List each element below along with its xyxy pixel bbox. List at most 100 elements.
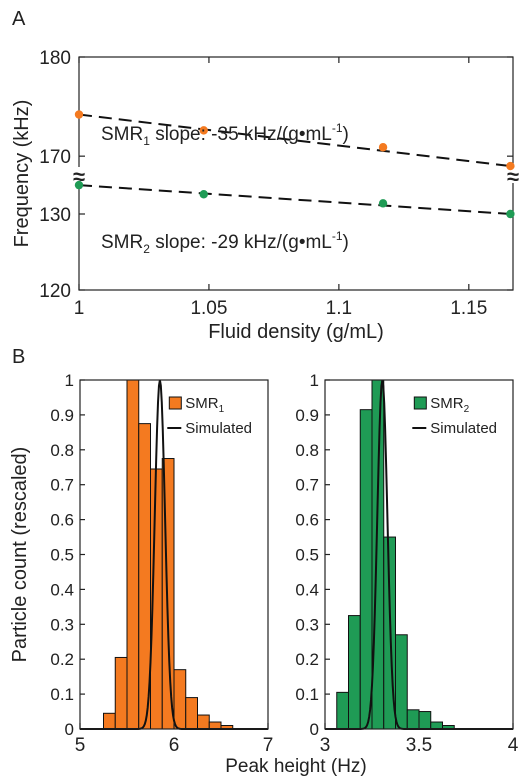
ytick-label-smr1-10: 1: [65, 371, 74, 390]
xtick-label-smr2-1: 3.5: [406, 735, 432, 756]
ytick-label-smr2-8: 0.8: [295, 441, 319, 460]
annotation-smr-smr2: SMR: [101, 232, 143, 253]
panel-a-xtick-label-2: 1.1: [326, 298, 352, 319]
legend-main-smr1-0: SMR: [185, 395, 219, 412]
xtick-label-smr1-2: 7: [263, 735, 274, 756]
panel-a-xlabel: Fluid density (g/mL): [208, 321, 384, 343]
bar-smr2-5: [395, 634, 408, 730]
ytick-label-smr1-0: 0: [65, 720, 74, 739]
legend-main-smr2-1: Simulated: [430, 420, 497, 437]
bar-smr1-2: [126, 379, 140, 730]
panel-a-xtick-label-1: 1.05: [190, 298, 227, 319]
annotation-sup-smr1: -1: [332, 121, 343, 135]
annotation-rest-smr2: slope: -29 kHz/(g•mL: [150, 232, 332, 253]
panel-a-axes: [72, 56, 520, 291]
panel-b-xlabel: Peak height (Hz): [225, 756, 367, 777]
xtick-label-smr2-2: 4: [508, 735, 519, 756]
bar-smr1-7: [185, 697, 198, 730]
axis-break-mark-0: ≈: [73, 164, 85, 189]
legend-text-smr1-0: SMR1: [185, 395, 224, 415]
slope-annotation-smr2: SMR2 slope: -29 kHz/(g•mL-1): [101, 229, 349, 256]
data-point-smr2-0: [74, 180, 84, 190]
panel-a-series: [74, 110, 515, 219]
bar-smr1-6: [173, 669, 187, 730]
panel-a-ytick-label-0: 180: [39, 48, 71, 69]
panel-a-ytick-label-3: 120: [39, 281, 71, 302]
annotation-sup-smr2: -1: [332, 229, 343, 243]
histogram-smr2: [324, 379, 514, 730]
bar-smr1-8: [197, 714, 210, 730]
ytick-label-smr1-3: 0.3: [50, 615, 74, 634]
panel-a-xtick-label-3: 1.15: [450, 298, 487, 319]
annotation-sub-smr2: 2: [143, 242, 150, 256]
ytick-label-smr2-10: 1: [310, 371, 319, 390]
xtick-label-smr2-0: 3: [320, 735, 331, 756]
bar-smr2-0: [336, 691, 349, 730]
annotation-smr-smr1: SMR: [101, 124, 143, 145]
panel-a-ytick-label-2: 130: [39, 205, 71, 226]
xtick-label-smr1-1: 6: [169, 735, 180, 756]
panel-b-ylabel: Particle count (rescaled): [9, 447, 31, 663]
panel-a-ylabel: Frequency (kHz): [11, 100, 33, 248]
ytick-label-smr2-0: 0: [310, 720, 319, 739]
legend-main-smr1-1: Simulated: [185, 420, 252, 437]
ytick-label-smr1-5: 0.5: [50, 546, 74, 565]
bar-smr2-6: [406, 709, 420, 730]
axis-break-mark-1: ≈: [507, 164, 519, 189]
bar-smr2-2: [359, 409, 373, 730]
legend-sub-smr2-0: 2: [464, 404, 470, 415]
fit-line-smr1: [78, 113, 511, 168]
bar-smr2-3: [371, 379, 385, 730]
legend-swatch-smr2: [413, 396, 427, 410]
ytick-label-smr2-4: 0.4: [295, 580, 319, 599]
data-point-smr1-3: [506, 161, 515, 171]
legend-text-smr2-1: Simulated: [430, 420, 497, 437]
data-point-smr1-2: [378, 143, 388, 152]
ytick-label-smr2-3: 0.3: [295, 615, 319, 634]
ytick-label-smr2-2: 0.2: [295, 650, 319, 669]
data-point-smr2-2: [378, 199, 388, 208]
panel-b-text: 00.10.20.30.40.50.60.70.80.915 6 7SMR1Simu…: [9, 371, 519, 777]
fit-line-smr2: [78, 184, 511, 215]
bar-smr1-0: [103, 712, 116, 730]
ytick-label-smr1-2: 0.2: [50, 650, 74, 669]
ytick-label-smr1-1: 0.1: [50, 685, 74, 704]
data-point-smr1-0: [74, 110, 84, 119]
ytick-label-smr1-9: 0.9: [50, 406, 74, 425]
annotation-rest-smr1: slope: -35 kHz/(g•mL: [150, 124, 332, 145]
annotation-sub-smr1: 1: [143, 134, 150, 148]
bar-smr2-1: [348, 615, 361, 730]
panel-a-xtick-label-0: 1: [74, 298, 85, 319]
bar-smr1-1: [114, 656, 128, 730]
panel-b-label: B: [12, 346, 25, 368]
bar-smr2-7: [418, 711, 432, 730]
ytick-label-smr2-9: 0.9: [295, 406, 319, 425]
axis-break-mask-0: [72, 167, 86, 183]
data-point-smr1-1: [199, 126, 208, 135]
data-point-smr2-1: [199, 190, 208, 199]
legend-main-smr2-0: SMR: [430, 395, 464, 412]
slope-annotation-smr1: SMR1 slope: -35 kHz/(g•mL-1): [101, 121, 349, 148]
legend-text-smr2-0: SMR2: [430, 395, 469, 415]
histogram-smr1: [79, 379, 269, 730]
xtick-label-smr1-0: 5: [75, 735, 86, 756]
bar-smr1-9: [208, 721, 222, 730]
annotation-close-smr2: ): [343, 232, 349, 253]
legend-sub-smr1-0: 1: [219, 404, 225, 415]
panel-a-ytick-label-1: 170: [39, 147, 71, 168]
ytick-label-smr2-5: 0.5: [295, 546, 319, 565]
ytick-label-smr1-8: 0.8: [50, 441, 74, 460]
bar-smr2-8: [430, 721, 443, 730]
annotation-close-smr1: ): [343, 124, 349, 145]
ytick-label-smr1-6: 0.6: [50, 511, 74, 530]
legend-swatch-smr1: [168, 396, 182, 410]
ytick-label-smr1-4: 0.4: [50, 580, 74, 599]
ytick-label-smr2-6: 0.6: [295, 511, 319, 530]
axis-break-mask-1: [506, 167, 520, 183]
legend-text-smr1-1: Simulated: [185, 420, 252, 437]
ytick-label-smr1-7: 0.7: [50, 476, 74, 495]
panel-a-label: A: [12, 8, 26, 30]
ytick-label-smr2-7: 0.7: [295, 476, 319, 495]
